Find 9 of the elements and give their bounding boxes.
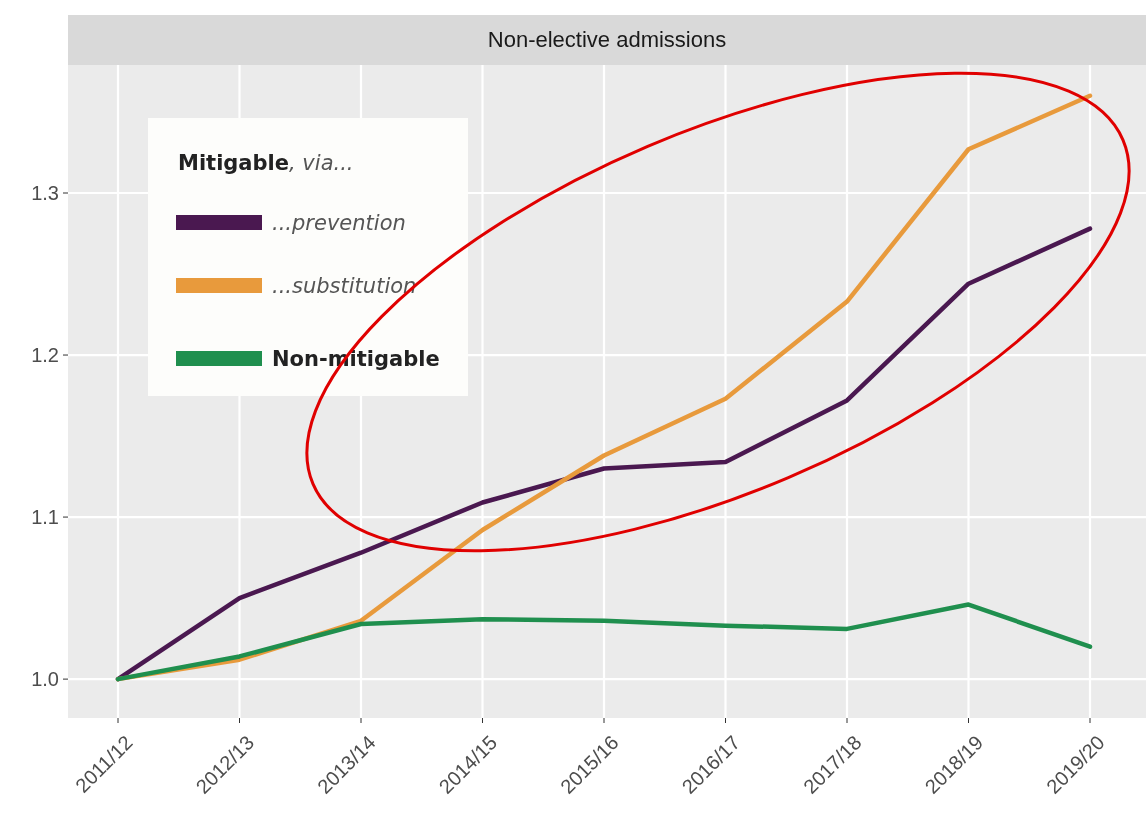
line-series [115,602,1093,682]
y-tick-label: 1.0 [31,668,59,691]
y-tick-label: 1.1 [31,506,59,529]
y-tick-label: 1.2 [31,344,59,367]
legend-title: Mitigable, via... [178,151,354,175]
legend-label: ...substitution [272,274,417,299]
legend-label: ...prevention [272,211,406,236]
chart-title: Non-elective admissions [487,27,727,52]
y-tick-label: 1.3 [31,182,59,205]
